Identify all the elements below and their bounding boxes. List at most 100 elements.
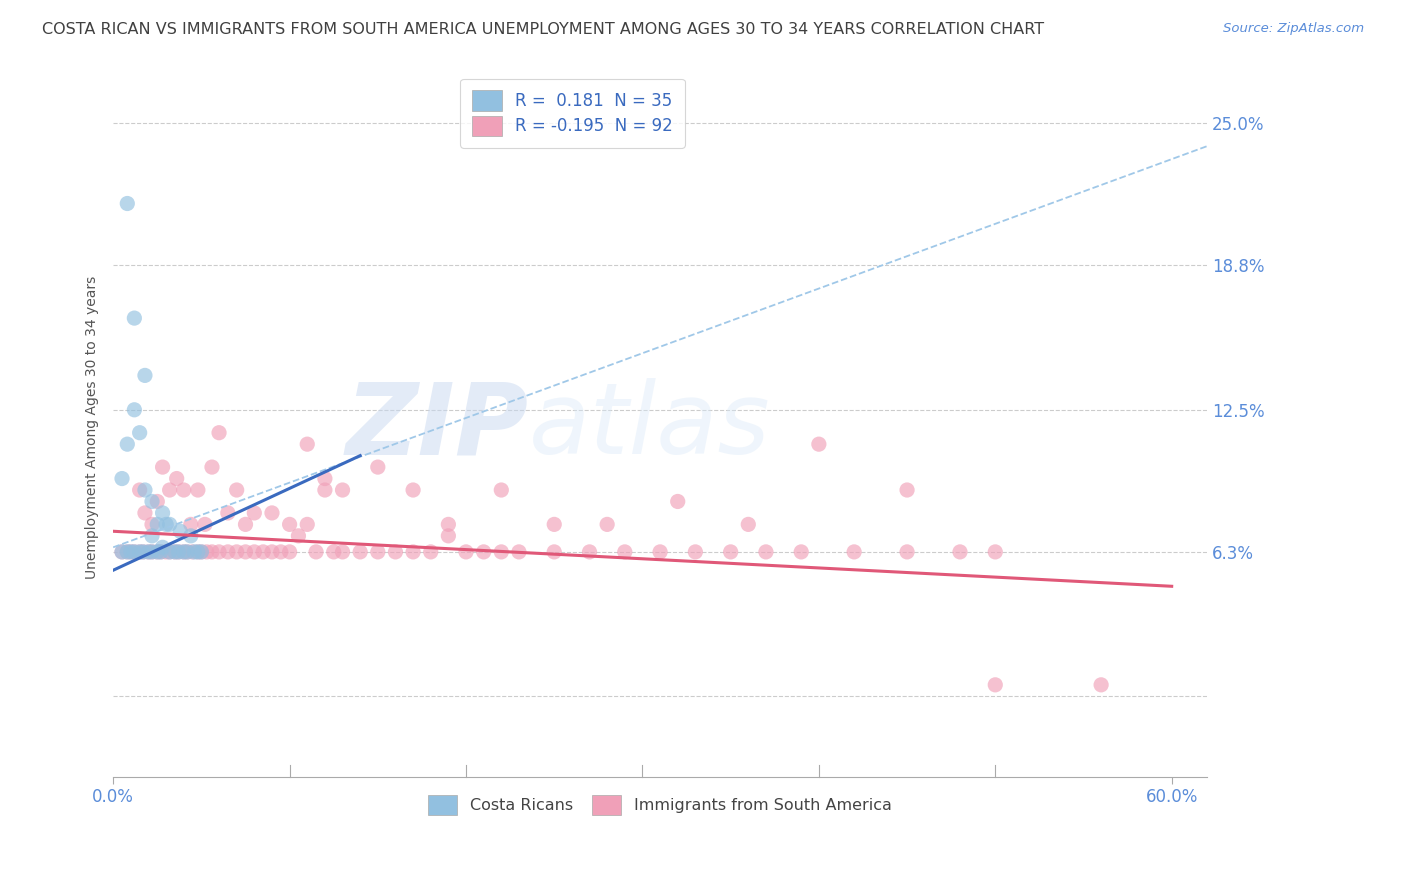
Point bbox=[472, 545, 495, 559]
Point bbox=[132, 545, 155, 559]
Point bbox=[508, 545, 530, 559]
Point bbox=[402, 545, 425, 559]
Point bbox=[155, 517, 177, 532]
Point bbox=[201, 545, 224, 559]
Point bbox=[685, 545, 707, 559]
Point bbox=[117, 545, 139, 559]
Point bbox=[384, 545, 406, 559]
Point bbox=[141, 545, 163, 559]
Point bbox=[367, 545, 389, 559]
Point bbox=[437, 517, 460, 532]
Point bbox=[176, 545, 198, 559]
Point bbox=[720, 545, 742, 559]
Point bbox=[190, 545, 212, 559]
Point bbox=[159, 545, 181, 559]
Point bbox=[159, 517, 181, 532]
Point bbox=[141, 517, 163, 532]
Point bbox=[138, 545, 160, 559]
Point bbox=[128, 425, 150, 440]
Point bbox=[138, 545, 160, 559]
Point bbox=[141, 529, 163, 543]
Point bbox=[120, 545, 142, 559]
Point bbox=[578, 545, 600, 559]
Point bbox=[187, 545, 209, 559]
Point bbox=[146, 517, 169, 532]
Point bbox=[173, 545, 195, 559]
Legend: Costa Ricans, Immigrants from South America: Costa Ricans, Immigrants from South Amer… bbox=[419, 786, 901, 824]
Point bbox=[491, 483, 513, 497]
Point bbox=[270, 545, 292, 559]
Point bbox=[260, 545, 283, 559]
Point bbox=[163, 545, 186, 559]
Point bbox=[124, 545, 146, 559]
Point bbox=[252, 545, 274, 559]
Point bbox=[349, 545, 371, 559]
Point bbox=[141, 494, 163, 508]
Point bbox=[167, 545, 190, 559]
Point bbox=[305, 545, 328, 559]
Point bbox=[146, 545, 169, 559]
Point bbox=[596, 517, 619, 532]
Point bbox=[180, 529, 202, 543]
Point bbox=[111, 471, 134, 485]
Point bbox=[613, 545, 636, 559]
Point bbox=[155, 545, 177, 559]
Point bbox=[896, 545, 918, 559]
Point bbox=[169, 524, 191, 539]
Point bbox=[187, 483, 209, 497]
Point bbox=[842, 545, 865, 559]
Point bbox=[648, 545, 671, 559]
Point bbox=[454, 545, 477, 559]
Point bbox=[194, 517, 217, 532]
Point bbox=[666, 494, 689, 508]
Point bbox=[117, 545, 139, 559]
Point bbox=[152, 541, 174, 555]
Point bbox=[128, 545, 150, 559]
Point bbox=[235, 517, 257, 532]
Point bbox=[111, 545, 134, 559]
Point bbox=[217, 506, 239, 520]
Text: ZIP: ZIP bbox=[346, 378, 529, 475]
Point bbox=[807, 437, 830, 451]
Point bbox=[297, 517, 319, 532]
Point bbox=[896, 483, 918, 497]
Text: COSTA RICAN VS IMMIGRANTS FROM SOUTH AMERICA UNEMPLOYMENT AMONG AGES 30 TO 34 YE: COSTA RICAN VS IMMIGRANTS FROM SOUTH AME… bbox=[42, 22, 1045, 37]
Point bbox=[146, 545, 169, 559]
Point bbox=[737, 517, 759, 532]
Point bbox=[790, 545, 813, 559]
Point bbox=[322, 545, 344, 559]
Point bbox=[134, 483, 156, 497]
Point bbox=[117, 437, 139, 451]
Point bbox=[190, 545, 212, 559]
Point bbox=[124, 311, 146, 326]
Point bbox=[367, 460, 389, 475]
Point bbox=[243, 506, 266, 520]
Point bbox=[141, 545, 163, 559]
Point bbox=[332, 545, 354, 559]
Point bbox=[437, 529, 460, 543]
Point bbox=[159, 545, 181, 559]
Point bbox=[180, 517, 202, 532]
Point bbox=[755, 545, 778, 559]
Point bbox=[1090, 678, 1112, 692]
Point bbox=[149, 545, 172, 559]
Point bbox=[402, 483, 425, 497]
Point bbox=[128, 545, 150, 559]
Point bbox=[208, 545, 231, 559]
Point bbox=[173, 483, 195, 497]
Point bbox=[984, 678, 1007, 692]
Point bbox=[217, 545, 239, 559]
Point bbox=[124, 545, 146, 559]
Point bbox=[201, 460, 224, 475]
Point bbox=[332, 483, 354, 497]
Point bbox=[543, 545, 565, 559]
Point bbox=[287, 529, 309, 543]
Point bbox=[297, 437, 319, 451]
Point bbox=[152, 460, 174, 475]
Point bbox=[278, 517, 301, 532]
Point bbox=[146, 494, 169, 508]
Point bbox=[491, 545, 513, 559]
Point bbox=[176, 545, 198, 559]
Point bbox=[208, 425, 231, 440]
Text: atlas: atlas bbox=[529, 378, 770, 475]
